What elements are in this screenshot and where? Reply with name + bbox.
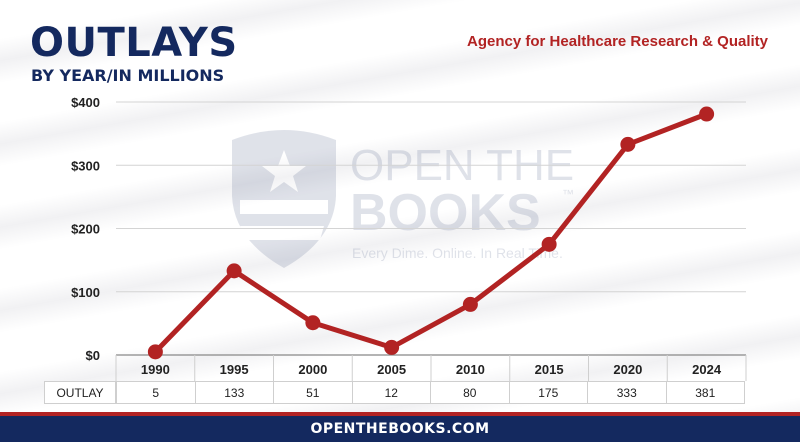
table-cell: 381	[665, 381, 745, 404]
x-tick-label: 1995	[220, 362, 249, 377]
x-tick-label: 2005	[377, 362, 406, 377]
y-tick-label: $200	[71, 222, 100, 237]
data-point	[541, 236, 557, 252]
data-point	[226, 263, 242, 279]
data-point	[620, 136, 636, 152]
agency-name: Agency for Healthcare Research & Quality	[467, 33, 768, 50]
table-row: 5 133 51 12 80 175 333 381	[116, 381, 745, 404]
y-tick-label: $100	[71, 285, 100, 300]
watermark-tagline: Every Dime. Online. In Real Time.	[352, 245, 563, 261]
table-cell: 51	[273, 381, 353, 404]
watermark-trademark: ™	[562, 187, 574, 201]
table-cell: 12	[351, 381, 431, 404]
data-point	[699, 106, 715, 122]
x-tick-label: 2020	[613, 362, 642, 377]
table-cell: 133	[194, 381, 274, 404]
chart-title: OUTLAYS	[30, 20, 238, 66]
data-point	[147, 344, 163, 360]
table-cell: 80	[430, 381, 510, 404]
watermark-logo: OPEN THE BOOKS ™ Every Dime. Online. In …	[232, 130, 574, 268]
data-point	[462, 296, 478, 312]
data-point	[384, 339, 400, 355]
x-tick-label: 2015	[535, 362, 564, 377]
chart-subtitle: BY YEAR/IN MILLIONS	[31, 66, 225, 85]
table-row-label: OUTLAY	[44, 381, 116, 404]
y-tick-label: $300	[71, 158, 100, 173]
table-cell: 333	[587, 381, 667, 404]
x-tick-label: 2010	[456, 362, 485, 377]
table-cell: 5	[116, 381, 196, 404]
x-tick-label: 1990	[141, 362, 170, 377]
footer-url: OPENTHEBOOKS.COM	[0, 416, 800, 442]
series-line	[153, 111, 708, 354]
x-tick-label: 2000	[298, 362, 327, 377]
y-tick-label: $0	[86, 348, 100, 363]
y-tick-label: $400	[71, 95, 100, 110]
x-tick-label: 2024	[692, 362, 722, 377]
data-point	[305, 315, 321, 331]
footer-stripe	[0, 412, 800, 416]
outlay-table: 5 133 51 12 80 175 333 381	[116, 381, 745, 404]
table-cell: 175	[508, 381, 588, 404]
watermark-line2: BOOKS	[350, 184, 541, 242]
